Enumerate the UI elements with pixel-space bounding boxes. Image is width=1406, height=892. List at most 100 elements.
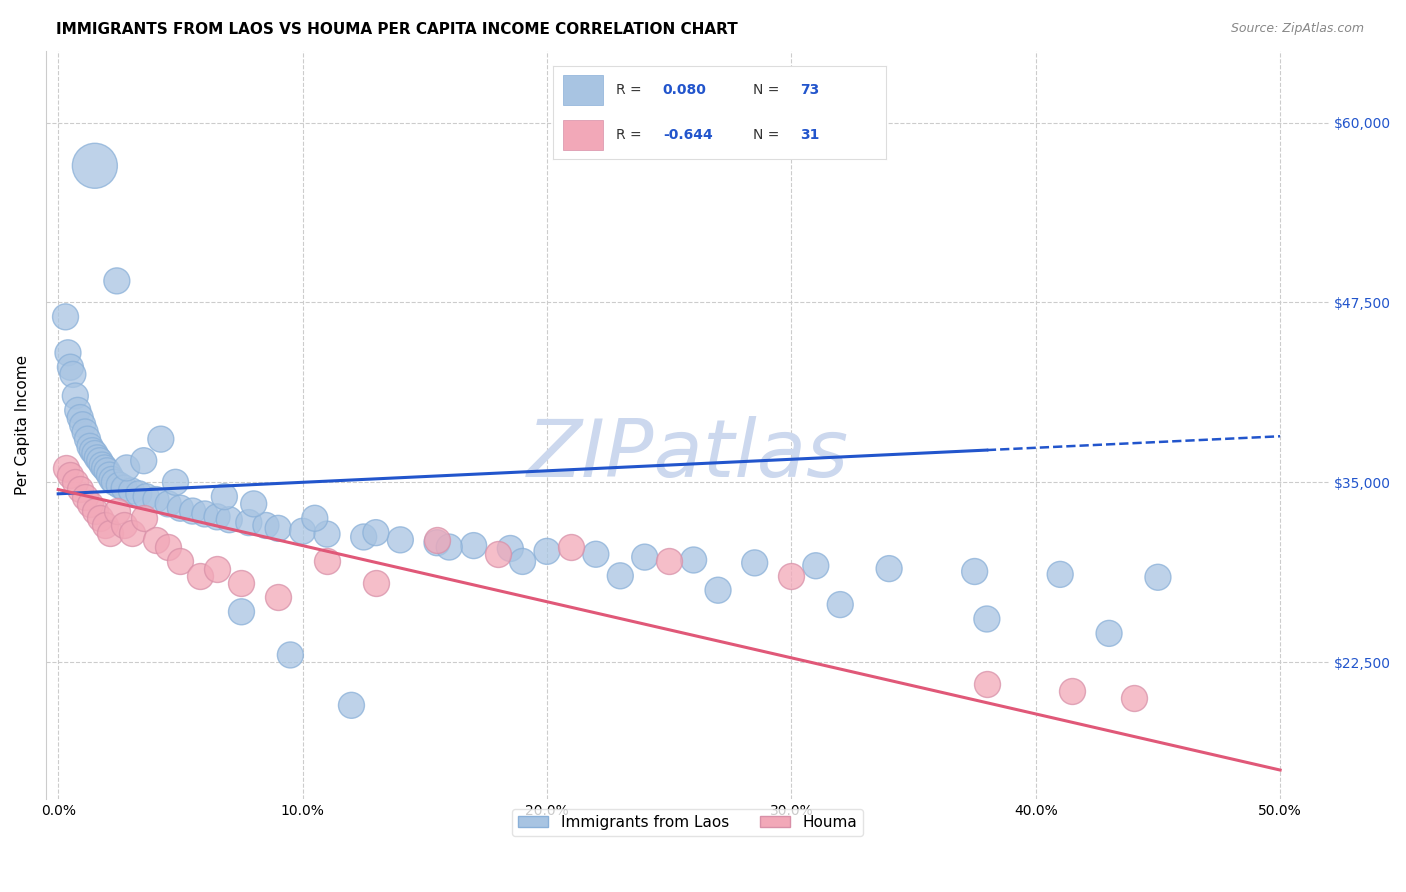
Point bbox=[83, 504, 105, 518]
Point bbox=[231, 576, 253, 591]
Point bbox=[205, 509, 228, 524]
Point bbox=[75, 425, 97, 439]
Point bbox=[1122, 691, 1144, 706]
Point bbox=[231, 605, 253, 619]
Point bbox=[181, 504, 204, 518]
Point bbox=[83, 159, 105, 173]
Point bbox=[128, 487, 150, 501]
Point bbox=[707, 583, 730, 598]
Point bbox=[65, 389, 87, 403]
Point bbox=[658, 554, 681, 568]
Point bbox=[75, 490, 97, 504]
Point bbox=[1062, 684, 1084, 698]
Point bbox=[486, 547, 509, 561]
Text: Source: ZipAtlas.com: Source: ZipAtlas.com bbox=[1230, 22, 1364, 36]
Point bbox=[86, 450, 108, 465]
Point bbox=[62, 368, 84, 382]
Point bbox=[214, 490, 236, 504]
Point bbox=[389, 533, 412, 547]
Point bbox=[238, 516, 260, 530]
Text: IMMIGRANTS FROM LAOS VS HOUMA PER CAPITA INCOME CORRELATION CHART: IMMIGRANTS FROM LAOS VS HOUMA PER CAPITA… bbox=[56, 22, 738, 37]
Point bbox=[194, 507, 217, 521]
Point bbox=[145, 533, 167, 547]
Point bbox=[112, 518, 135, 533]
Point bbox=[218, 513, 240, 527]
Point bbox=[55, 310, 77, 324]
Point bbox=[364, 576, 387, 591]
Point bbox=[108, 478, 131, 492]
Point bbox=[205, 561, 228, 575]
Point bbox=[103, 475, 125, 490]
Point bbox=[364, 525, 387, 540]
Point bbox=[169, 501, 191, 516]
Point bbox=[437, 540, 460, 554]
Point bbox=[316, 554, 339, 568]
Point bbox=[121, 483, 143, 498]
Point bbox=[112, 481, 135, 495]
Point bbox=[105, 504, 128, 518]
Point bbox=[976, 612, 998, 626]
Point bbox=[682, 553, 704, 567]
Point bbox=[609, 569, 631, 583]
Point bbox=[69, 410, 91, 425]
Point bbox=[804, 558, 827, 573]
Point bbox=[426, 533, 449, 547]
Point bbox=[115, 461, 138, 475]
Point bbox=[877, 561, 900, 575]
Point bbox=[98, 468, 121, 483]
Point bbox=[291, 524, 314, 539]
Point bbox=[56, 346, 79, 360]
Point bbox=[830, 598, 852, 612]
Point bbox=[634, 550, 657, 565]
Point bbox=[91, 458, 114, 472]
Point bbox=[780, 569, 803, 583]
Point bbox=[963, 565, 986, 579]
Legend: Immigrants from Laos, Houma: Immigrants from Laos, Houma bbox=[512, 809, 863, 836]
Point bbox=[267, 591, 290, 605]
Point bbox=[79, 497, 101, 511]
Point bbox=[499, 541, 522, 556]
Point bbox=[1049, 567, 1071, 582]
Point bbox=[59, 360, 82, 375]
Point bbox=[69, 483, 91, 497]
Point bbox=[536, 544, 558, 558]
Point bbox=[976, 677, 998, 691]
Point bbox=[89, 511, 111, 525]
Point bbox=[135, 490, 157, 504]
Point bbox=[169, 554, 191, 568]
Point bbox=[165, 475, 187, 490]
Point bbox=[280, 648, 302, 662]
Point bbox=[105, 274, 128, 288]
Point bbox=[93, 461, 115, 475]
Point bbox=[304, 511, 326, 525]
Point bbox=[101, 472, 124, 486]
Point bbox=[96, 464, 118, 478]
Point bbox=[59, 468, 82, 483]
Point bbox=[145, 492, 167, 507]
Point bbox=[1147, 570, 1170, 584]
Point bbox=[267, 521, 290, 535]
Point bbox=[132, 454, 155, 468]
Point bbox=[585, 547, 607, 561]
Point bbox=[242, 497, 264, 511]
Point bbox=[463, 539, 485, 553]
Point bbox=[149, 432, 172, 446]
Point bbox=[1098, 626, 1121, 640]
Point bbox=[512, 554, 534, 568]
Point bbox=[157, 497, 180, 511]
Point bbox=[744, 556, 766, 570]
Point bbox=[55, 461, 77, 475]
Point bbox=[316, 527, 339, 541]
Point bbox=[76, 432, 98, 446]
Point bbox=[353, 530, 375, 544]
Point bbox=[340, 698, 363, 713]
Point bbox=[72, 417, 94, 432]
Point bbox=[83, 446, 105, 460]
Text: ZIPatlas: ZIPatlas bbox=[526, 416, 849, 493]
Point bbox=[188, 569, 211, 583]
Point bbox=[560, 540, 582, 554]
Point bbox=[426, 535, 449, 549]
Point bbox=[93, 518, 115, 533]
Point bbox=[254, 518, 277, 533]
Point bbox=[98, 525, 121, 540]
